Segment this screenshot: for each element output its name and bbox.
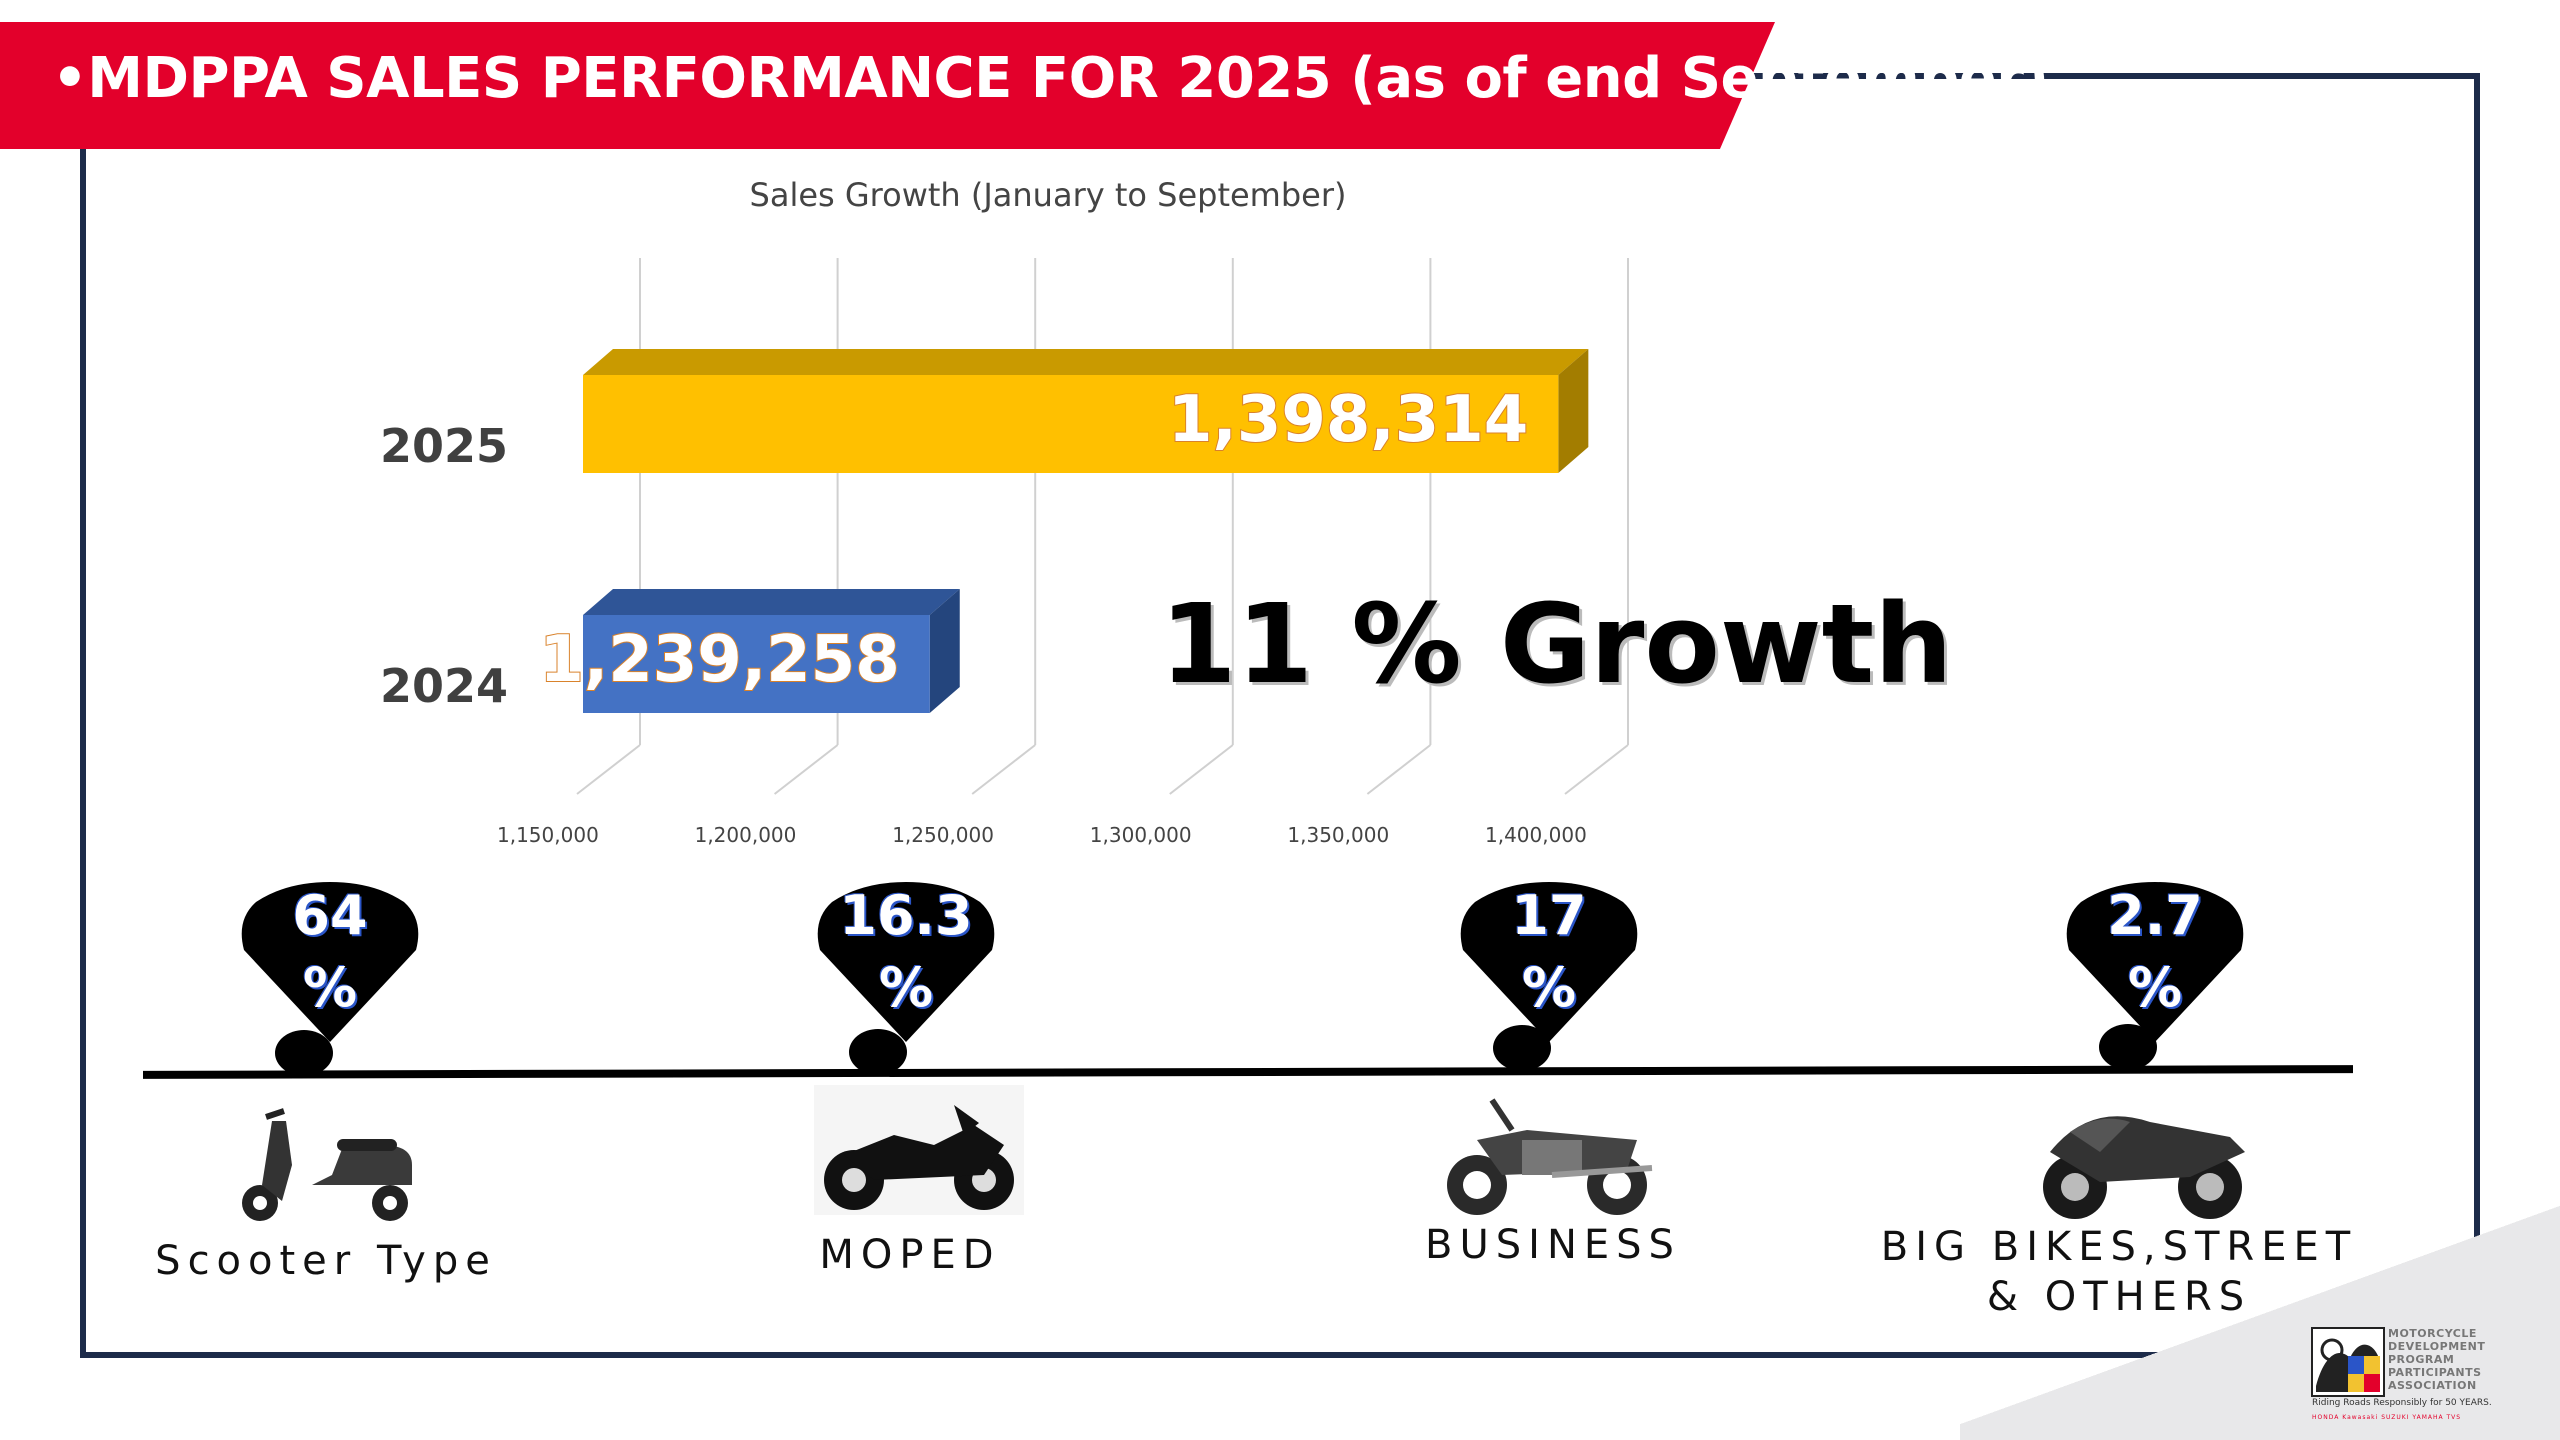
x-tick-label: 1,150,000: [497, 823, 599, 847]
growth-annotation: 11 % Growth: [1160, 580, 1953, 708]
timeline-dot: [849, 1029, 907, 1075]
segment-label: MOPED: [819, 1232, 1001, 1278]
logo-line: PROGRAM: [2388, 1353, 2455, 1366]
percentage-pin: 2.7%: [2061, 880, 2249, 1050]
bar-value-label: 1,239,258: [539, 623, 899, 697]
chart-title: Sales Growth (January to September): [750, 176, 1347, 214]
logo-brands: HONDA Kawasaki SUZUKI YAMAHA TVS: [2312, 1414, 2462, 1421]
percentage-unit: %: [302, 956, 358, 1019]
x-tick-label: 1,300,000: [1090, 823, 1192, 847]
x-tick-label: 1,250,000: [892, 823, 994, 847]
percentage-pin: 17%: [1455, 880, 1643, 1050]
sales-growth-chart: Sales Growth (January to September) 1,15…: [380, 176, 1629, 847]
corner-decoration: [1960, 1190, 2560, 1440]
logo-line: MOTORCYCLE: [2388, 1327, 2477, 1340]
gridline-floor: [576, 744, 641, 795]
x-tick-label: 1,200,000: [695, 823, 797, 847]
percentage-value: 16.3: [839, 884, 973, 947]
logo-tagline: Riding Roads Responsibly for 50 YEARS.: [2312, 1398, 2492, 1408]
percentage-unit: %: [2127, 956, 2183, 1019]
logo-line: ASSOCIATION: [2388, 1379, 2477, 1392]
page-title: •MDPPA SALES PERFORMANCE FOR 2025 (as of…: [52, 46, 2049, 111]
category-label: 2024: [380, 659, 508, 713]
x-tick-label: 1,400,000: [1485, 823, 1587, 847]
timeline-dot: [275, 1030, 333, 1076]
scooter-icon: [222, 1105, 422, 1225]
title-banner: [0, 22, 1775, 149]
sport-bike-icon: [2030, 1092, 2255, 1222]
percentage-pin: 64%: [236, 880, 424, 1050]
bar-side-2024: [929, 589, 960, 713]
logo-line: PARTICIPANTS: [2388, 1366, 2482, 1379]
percentage-value: 17: [1511, 884, 1587, 947]
percentage-value: 64: [292, 884, 368, 947]
bar-2024: [583, 615, 930, 713]
bar-value-label: 1,398,314: [1168, 383, 1528, 457]
gridline-floor: [1366, 744, 1432, 795]
logo-wordmark: MOTORCYCLE DEVELOPMENT PROGRAM PARTICIPA…: [2388, 1327, 2485, 1392]
mdppa-logo: [2311, 1327, 2385, 1397]
bar-top-2025: [583, 349, 1589, 375]
gridline-floor: [971, 744, 1036, 795]
gridline-floor: [1169, 744, 1234, 795]
logo-line: DEVELOPMENT: [2388, 1340, 2486, 1353]
bar-side-2025: [1558, 349, 1589, 473]
x-tick-label: 1,350,000: [1287, 823, 1389, 847]
bar-2025: [583, 375, 1559, 473]
segment-label: BIG BIKES,STREET & OTHERS: [1880, 1224, 2358, 1320]
percentage-unit: %: [878, 956, 934, 1019]
business-bike-icon: [1432, 1080, 1662, 1220]
moped-icon: [814, 1085, 1024, 1215]
category-label: 2025: [380, 419, 508, 473]
segment-label: BUSINESS: [1425, 1222, 1681, 1268]
percentage-value: 2.7: [2107, 884, 2203, 947]
gridline-floor: [773, 744, 839, 795]
percentage-pin: 16.3%: [812, 880, 1000, 1050]
gridline-floor: [1564, 744, 1629, 795]
bar-top-2024: [583, 589, 960, 615]
percentage-unit: %: [1521, 956, 1577, 1019]
segment-label: Scooter Type: [155, 1238, 497, 1284]
